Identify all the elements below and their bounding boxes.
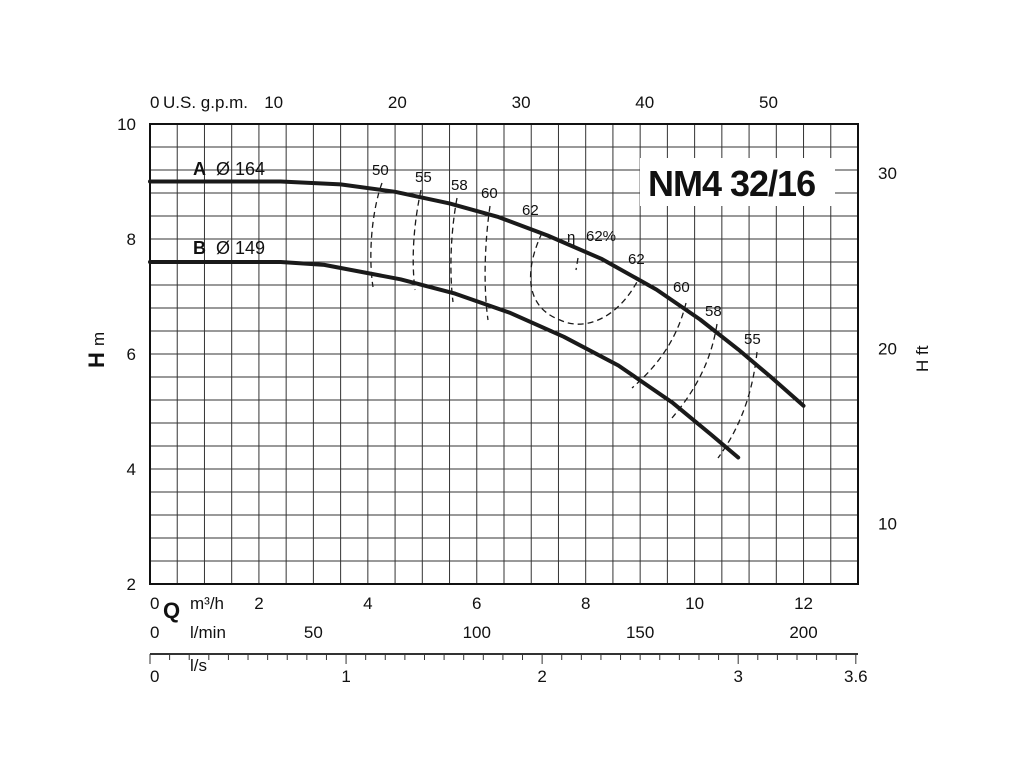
curve-b-line xyxy=(148,260,741,460)
efficiency-best-tick xyxy=(575,257,579,271)
lmin-tick-label: 200 xyxy=(789,623,817,642)
gpm-tick-label: 40 xyxy=(635,93,654,112)
efficiency-label-62-right: 62 xyxy=(628,251,645,268)
efficiency-label-62-left: 62 xyxy=(522,202,539,219)
gpm-tick-label: 0 xyxy=(150,93,159,112)
head-ft-axis-label: H ft xyxy=(913,345,932,372)
curve-b-diameter: Ø 149 xyxy=(216,238,265,258)
efficiency-label-55-right: 55 xyxy=(744,331,761,348)
title-box xyxy=(640,158,835,206)
efficiency-loop-62 xyxy=(529,232,639,325)
lmin-tick-labels: 0 50 100 150 200 xyxy=(150,623,818,642)
head-ft-tick-label: 10 xyxy=(878,515,897,534)
head-unit: m xyxy=(89,332,108,346)
ls-tick-label: 3.6 xyxy=(844,667,868,686)
lmin-axis-label: l/min xyxy=(190,623,226,642)
efficiency-label-60-right: 60 xyxy=(673,279,690,296)
head-m-axis-label: H m xyxy=(84,332,109,368)
efficiency-line-58-left xyxy=(450,197,458,303)
efficiency-line-55-right xyxy=(717,351,758,459)
efficiency-line-60-left xyxy=(484,205,491,321)
lmin-tick-label: 50 xyxy=(304,623,323,642)
gpm-tick-labels: 0 10 20 30 40 50 xyxy=(150,93,778,112)
ls-tick-label: 0 xyxy=(150,667,159,686)
m3h-tick-label: 4 xyxy=(363,594,372,613)
m3h-tick-label: 10 xyxy=(685,594,704,613)
efficiency-label-60: 60 xyxy=(481,185,498,202)
m3h-tick-label: 8 xyxy=(581,594,590,613)
efficiency-label-58-right: 58 xyxy=(705,303,722,320)
efficiency-label-55: 55 xyxy=(415,169,432,186)
ls-tick-label: 1 xyxy=(341,667,350,686)
efficiency-label-58: 58 xyxy=(451,177,468,194)
ls-axis-minor-ticks xyxy=(149,654,857,664)
m3h-axis-label: m³/h xyxy=(190,594,224,613)
efficiency-label-50: 50 xyxy=(372,162,389,179)
plot-grid xyxy=(150,124,858,584)
curve-b-name: B xyxy=(193,238,206,258)
head-m-tick-label: 2 xyxy=(127,575,136,594)
efficiency-line-50 xyxy=(370,182,383,288)
curve-a-line xyxy=(148,179,806,408)
m3h-tick-labels: 0 2 4 6 8 10 12 xyxy=(150,594,813,613)
flow-symbol: Q xyxy=(163,598,180,623)
ls-axis-label: l/s xyxy=(190,656,207,675)
gpm-tick-label: 10 xyxy=(264,93,283,112)
ls-tick-label: 3 xyxy=(733,667,742,686)
curve-a-diameter: Ø 164 xyxy=(216,159,265,179)
m3h-tick-label: 12 xyxy=(794,594,813,613)
head-symbol: H xyxy=(84,352,109,368)
head-m-tick-labels: 2 4 6 8 10 xyxy=(117,115,136,594)
head-m-tick-label: 6 xyxy=(127,345,136,364)
lmin-tick-label: 150 xyxy=(626,623,654,642)
efficiency-line-55 xyxy=(412,189,422,291)
efficiency-best-label: 62% xyxy=(586,228,616,245)
chart-title: NM4 32/16 xyxy=(648,163,815,204)
m3h-tick-label: 2 xyxy=(254,594,263,613)
lmin-tick-label: 0 xyxy=(150,623,159,642)
ls-tick-label: 2 xyxy=(537,667,546,686)
gpm-tick-label: 30 xyxy=(512,93,531,112)
gpm-tick-label: 50 xyxy=(759,93,778,112)
ls-tick-labels: 0 1 2 3 3.6 xyxy=(150,667,868,686)
head-ft-tick-labels: 10 20 30 xyxy=(878,164,897,534)
gpm-tick-label: 20 xyxy=(388,93,407,112)
head-m-tick-label: 10 xyxy=(117,115,136,134)
head-m-tick-label: 4 xyxy=(127,460,136,479)
m3h-tick-label: 0 xyxy=(150,594,159,613)
plot-frame xyxy=(149,123,859,585)
lmin-tick-label: 100 xyxy=(463,623,491,642)
efficiency-symbol: η xyxy=(567,229,575,246)
head-ft-tick-label: 30 xyxy=(878,164,897,183)
head-ft-tick-label: 20 xyxy=(878,339,897,358)
m3h-tick-label: 6 xyxy=(472,594,481,613)
curve-a-name: A xyxy=(193,159,206,179)
gpm-axis-label: U.S. g.p.m. xyxy=(163,93,248,112)
head-m-tick-label: 8 xyxy=(127,230,136,249)
